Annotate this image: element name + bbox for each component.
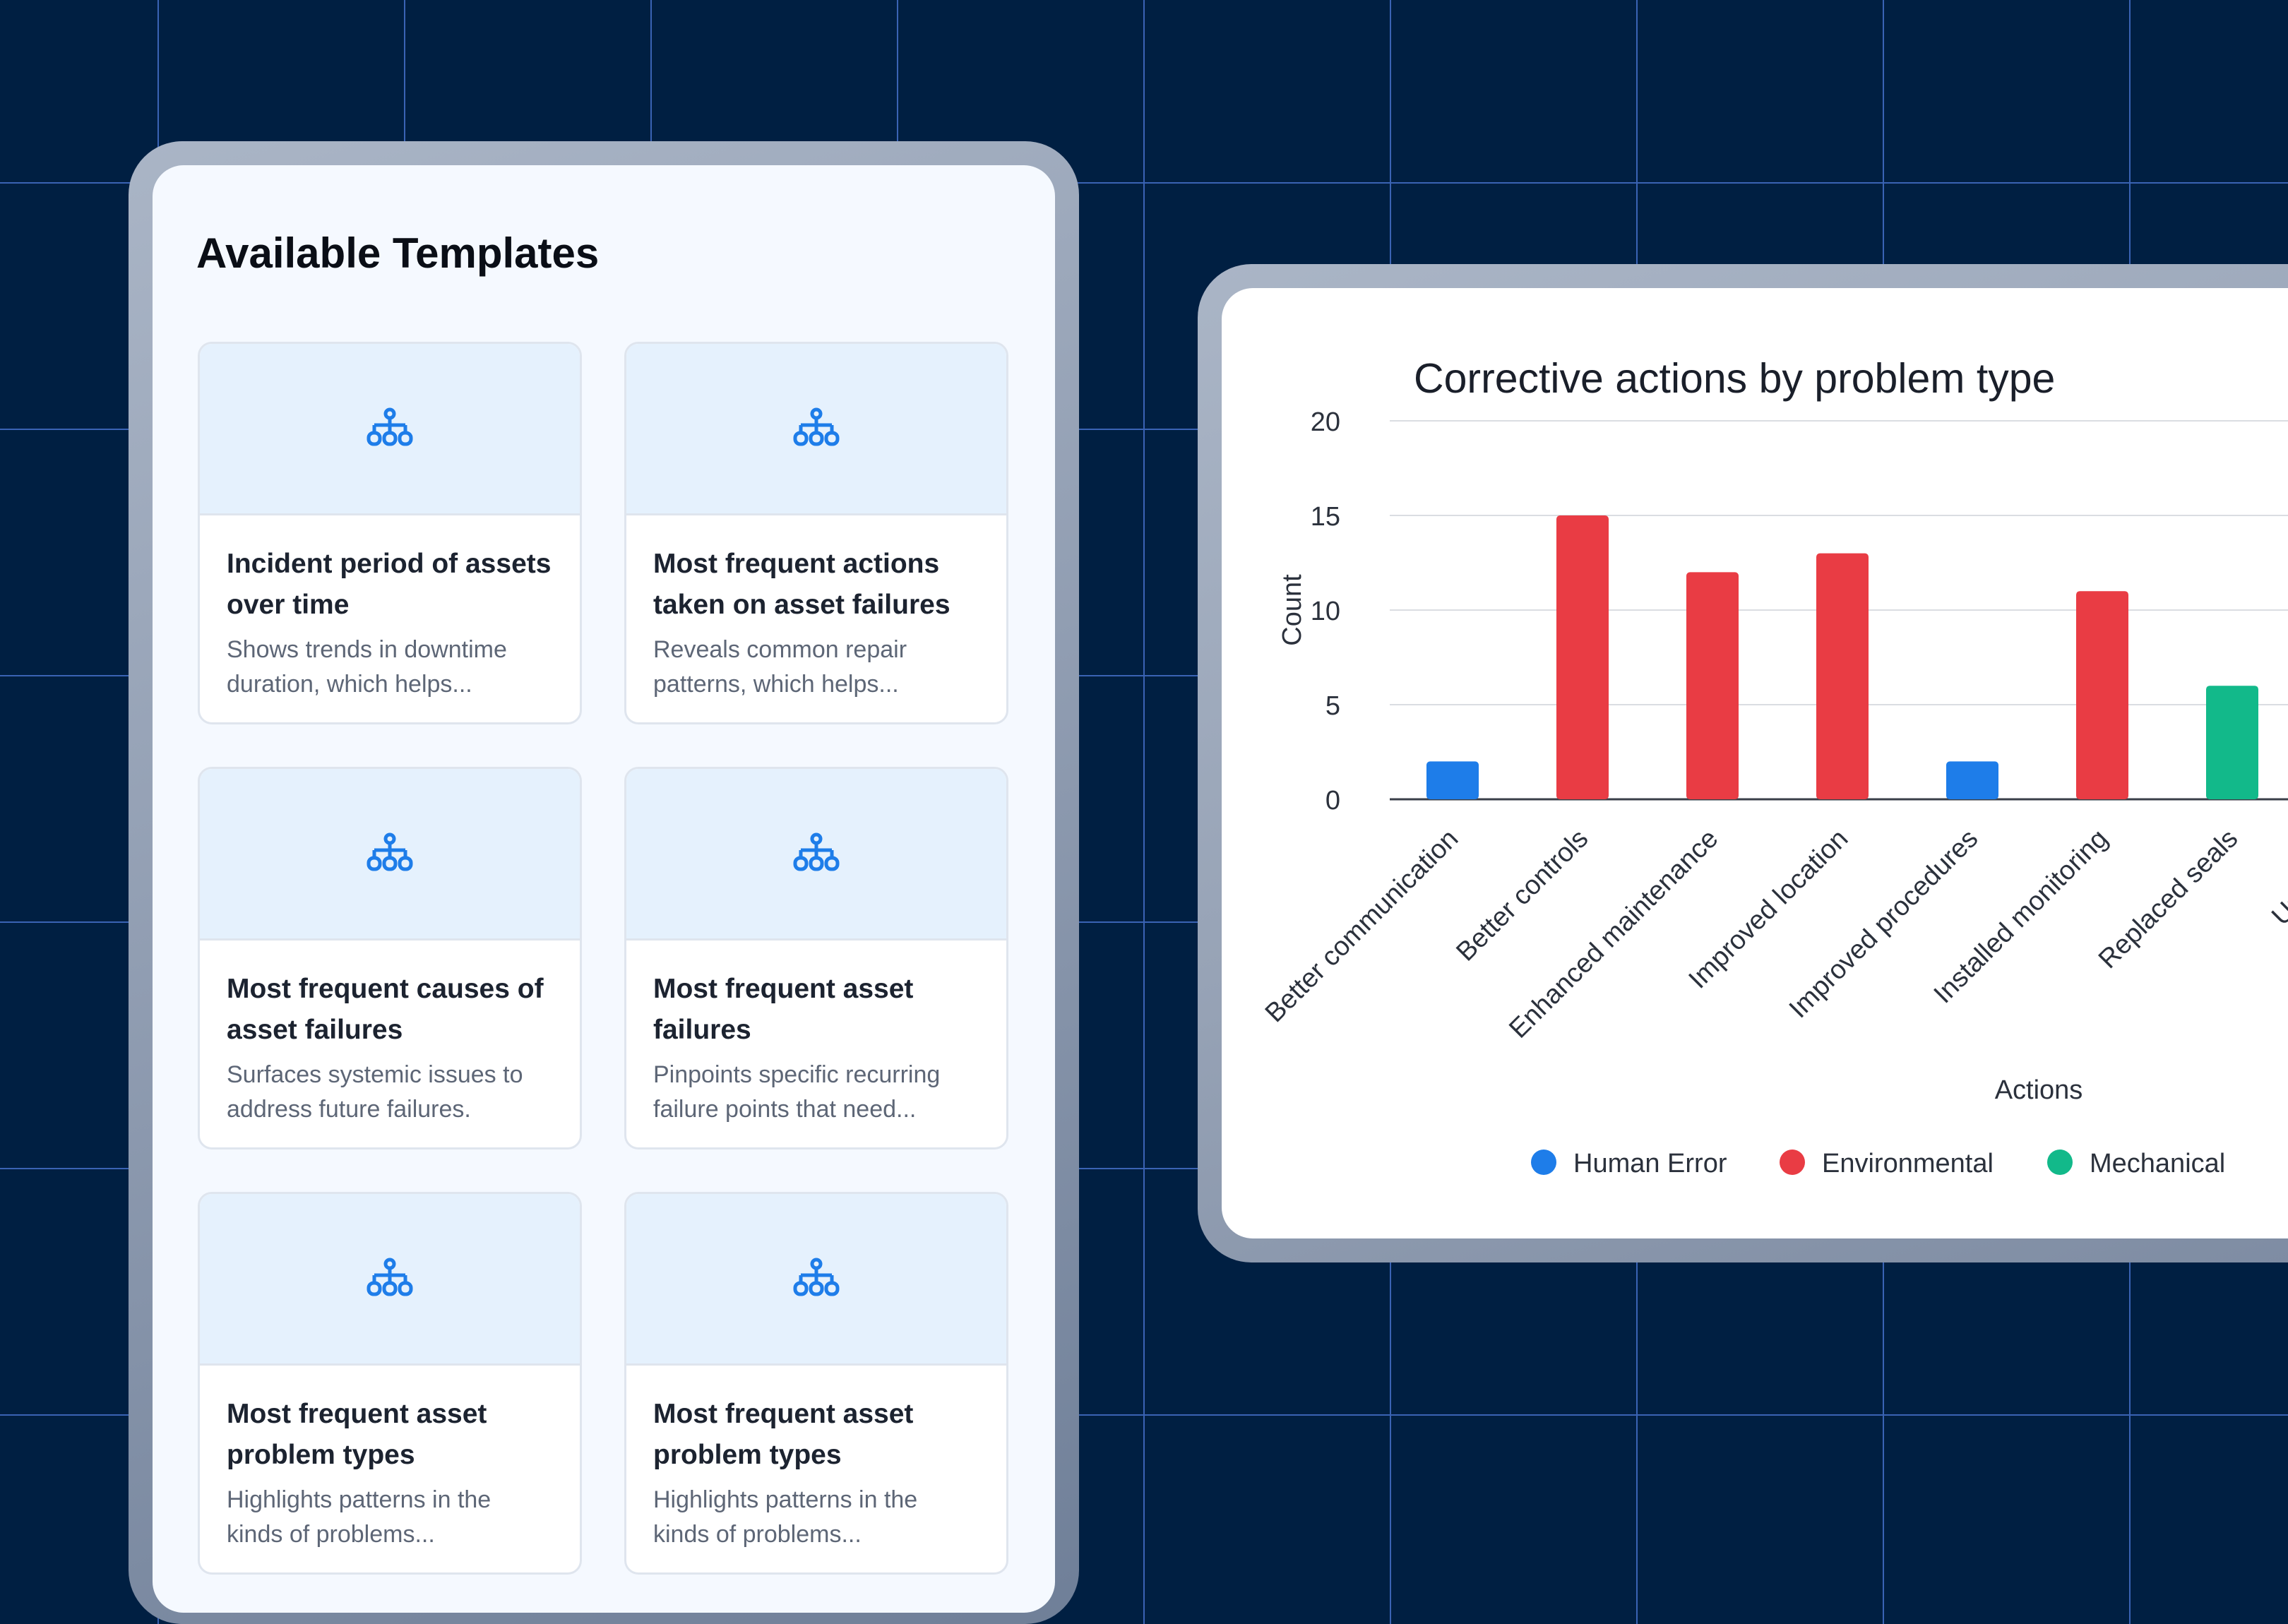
template-card-grid: Incident period of assets over time Shows …: [198, 342, 1008, 1575]
card-body: Most frequent asset problem types Highligh…: [626, 1366, 1006, 1552]
card-description: Highlights patterns in the kinds of probl…: [653, 1483, 979, 1552]
card-description: Reveals common repair patterns, which hel…: [653, 633, 979, 702]
card-description: Pinpoints specific recurring failure poin…: [653, 1058, 979, 1127]
card-thumbnail: [626, 344, 1006, 515]
card-title-line: Most frequent asset: [653, 1399, 914, 1429]
card-title-line: taken on asset failures: [653, 590, 951, 620]
card-title: Most frequent asset failures: [653, 969, 979, 1051]
legend-swatch: [1531, 1150, 1556, 1175]
hierarchy-icon: [793, 832, 840, 876]
card-description-line: Surfaces systemic issues to: [227, 1061, 523, 1088]
hierarchy-icon: [793, 1258, 840, 1301]
hierarchy-icon: [367, 407, 413, 450]
template-card[interactable]: Most frequent actions taken on asset fail…: [624, 342, 1008, 724]
y-axis-label: Count: [1277, 574, 1307, 646]
card-title-line: Most frequent asset: [653, 974, 914, 1004]
legend-label: Environmental: [1822, 1149, 1994, 1178]
card-description-line: Reveals common repair: [653, 636, 907, 663]
card-title-line: problem types: [653, 1440, 842, 1470]
hierarchy-icon: [367, 832, 413, 876]
card-description-line: kinds of problems...: [227, 1521, 435, 1548]
card-title-line: problem types: [227, 1440, 415, 1470]
bar-chart: Corrective actions by problem type 0 5 10 15…: [1260, 355, 2288, 1178]
card-description: Shows trends in downtime duration, which …: [227, 633, 553, 702]
bar: [1946, 761, 1998, 799]
bar: [2076, 591, 2128, 799]
card-title-line: Most frequent actions: [653, 549, 940, 579]
x-tick-label: Updated s: [2266, 824, 2288, 931]
chart-panel: Corrective actions by problem type 0 5 10 15…: [1222, 288, 2288, 1238]
card-description: Surfaces systemic issues to address futur…: [227, 1058, 553, 1127]
template-card[interactable]: Most frequent asset problem types Highligh…: [198, 1192, 582, 1575]
template-card[interactable]: Incident period of assets over time Shows …: [198, 342, 582, 724]
templates-panel: Available Templates Incident period of a…: [153, 165, 1055, 1613]
card-thumbnail: [626, 769, 1006, 941]
card-thumbnail: [200, 769, 580, 941]
chart-title: Corrective actions by problem type: [1414, 355, 2055, 402]
card-body: Most frequent asset failures Pinpoints spe…: [626, 941, 1006, 1127]
card-thumbnail: [626, 1194, 1006, 1366]
bar: [1426, 761, 1479, 799]
legend-swatch: [2047, 1150, 2073, 1175]
card-description-line: Highlights patterns in the: [227, 1486, 491, 1513]
x-tick-label: Better communication: [1260, 824, 1465, 1029]
card-body: Incident period of assets over time Shows …: [200, 515, 580, 702]
bar: [2206, 686, 2258, 799]
card-thumbnail: [200, 1194, 580, 1366]
x-tick-label: Enhanced maintenance: [1503, 824, 1724, 1044]
card-description: Highlights patterns in the kinds of probl…: [227, 1483, 553, 1552]
card-description-line: address future failures.: [227, 1096, 471, 1123]
card-title: Most frequent asset problem types: [653, 1394, 979, 1476]
panel-title: Available Templates: [196, 229, 600, 277]
card-title: Most frequent actions taken on asset fail…: [653, 544, 979, 626]
card-title-line: failures: [653, 1015, 751, 1045]
legend-label: Mechanical: [2090, 1149, 2225, 1178]
card-title-line: Incident period of assets: [227, 549, 552, 579]
card-description-line: Pinpoints specific recurring: [653, 1061, 941, 1088]
card-body: Most frequent asset problem types Highligh…: [200, 1366, 580, 1552]
hierarchy-icon: [367, 1258, 413, 1301]
card-thumbnail: [200, 344, 580, 515]
x-tick-label: Replaced seals: [2093, 824, 2244, 974]
card-title: Most frequent causes of asset failures: [227, 969, 553, 1051]
card-body: Most frequent causes of asset failures Sur…: [200, 941, 580, 1127]
card-description-line: Shows trends in downtime: [227, 636, 507, 663]
card-description-line: kinds of problems...: [653, 1521, 862, 1548]
card-description-line: duration, which helps...: [227, 671, 472, 698]
card-description-line: patterns, which helps...: [653, 671, 899, 698]
card-title: Most frequent asset problem types: [227, 1394, 553, 1476]
legend-label: Human Error: [1573, 1149, 1727, 1178]
card-title: Incident period of assets over time: [227, 544, 553, 626]
card-description-line: failure points that need...: [653, 1096, 917, 1123]
x-axis-label: Actions: [1995, 1075, 2083, 1105]
card-title-line: Most frequent asset: [227, 1399, 487, 1429]
template-card[interactable]: Most frequent asset problem types Highligh…: [624, 1192, 1008, 1575]
template-card[interactable]: Most frequent causes of asset failures Sur…: [198, 767, 582, 1150]
card-title-line: asset failures: [227, 1015, 403, 1045]
y-tick-label: 0: [1325, 786, 1340, 816]
bar: [1556, 515, 1609, 799]
card-title-line: Most frequent causes of: [227, 974, 544, 1004]
bar: [1686, 572, 1739, 799]
template-card[interactable]: Most frequent asset failures Pinpoints spe…: [624, 767, 1008, 1150]
y-tick-label: 10: [1311, 597, 1340, 626]
card-description-line: Highlights patterns in the: [653, 1486, 918, 1513]
hierarchy-icon: [793, 407, 840, 450]
x-tick-label: Better controls: [1450, 824, 1594, 967]
card-body: Most frequent actions taken on asset fail…: [626, 515, 1006, 702]
card-title-line: over time: [227, 590, 350, 620]
bar: [1816, 553, 1869, 799]
y-tick-label: 5: [1325, 691, 1340, 721]
y-tick-label: 15: [1311, 502, 1340, 532]
y-tick-label: 20: [1311, 407, 1340, 437]
legend-swatch: [1780, 1150, 1805, 1175]
